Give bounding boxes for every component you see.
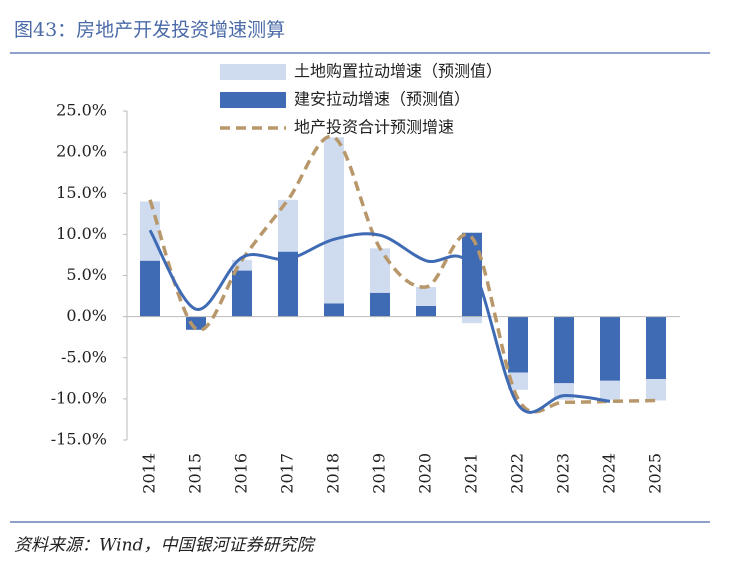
bar (508, 316, 528, 373)
y-tick-label: -10.0% (51, 388, 107, 407)
x-tick-label: 2023 (554, 453, 573, 494)
legend-swatch (220, 64, 286, 80)
legend-label: 建安拉动增速（预测值） (294, 90, 470, 109)
bar (416, 287, 436, 306)
x-tick-label: 2021 (462, 453, 481, 494)
bar (324, 137, 344, 304)
bar (554, 316, 574, 384)
bar (324, 303, 344, 317)
y-tick-label: -15.0% (51, 430, 107, 449)
bar (232, 270, 252, 317)
line (148, 229, 611, 414)
x-tick-label: 2016 (232, 453, 251, 494)
bar (278, 251, 298, 317)
bar (370, 292, 390, 317)
legend-label: 地产投资合计预测增速 (294, 118, 454, 137)
chart-title: 图43：房地产开发投资增速测算 (14, 19, 285, 41)
bar (232, 259, 252, 271)
bar (600, 316, 620, 381)
y-tick-label: 15.0% (56, 183, 107, 202)
bar (140, 260, 160, 317)
legend-label: 土地购置拉动增速（预测值） (294, 62, 502, 81)
bar (462, 316, 482, 324)
x-tick-label: 2018 (324, 453, 343, 494)
bar (186, 316, 206, 330)
bar (646, 379, 666, 401)
legend-swatch (220, 92, 286, 108)
x-tick-label: 2015 (186, 453, 205, 494)
source: 资料来源：Wind，中国银河证券研究院 (14, 536, 316, 556)
y-tick-label: 0.0% (66, 306, 107, 325)
bar (462, 232, 482, 317)
line (148, 134, 657, 414)
bar (416, 305, 436, 317)
x-tick-label: 2019 (370, 453, 389, 494)
bar (508, 372, 528, 390)
y-tick-label: 5.0% (66, 265, 107, 284)
bar (370, 248, 390, 293)
y-tick-label: 20.0% (56, 142, 107, 161)
x-tick-label: 2025 (646, 453, 665, 494)
x-tick-label: 2017 (278, 453, 297, 494)
bar (600, 380, 620, 400)
y-tick-label: 10.0% (56, 224, 107, 243)
x-tick-label: 2020 (416, 453, 435, 494)
x-tick-label: 2024 (600, 453, 619, 494)
y-tick-label: -5.0% (61, 347, 107, 366)
bar (646, 316, 666, 380)
bar (278, 199, 298, 252)
x-tick-label: 2014 (140, 453, 159, 494)
y-tick-label: 25.0% (56, 101, 107, 120)
x-tick-label: 2022 (508, 453, 527, 494)
